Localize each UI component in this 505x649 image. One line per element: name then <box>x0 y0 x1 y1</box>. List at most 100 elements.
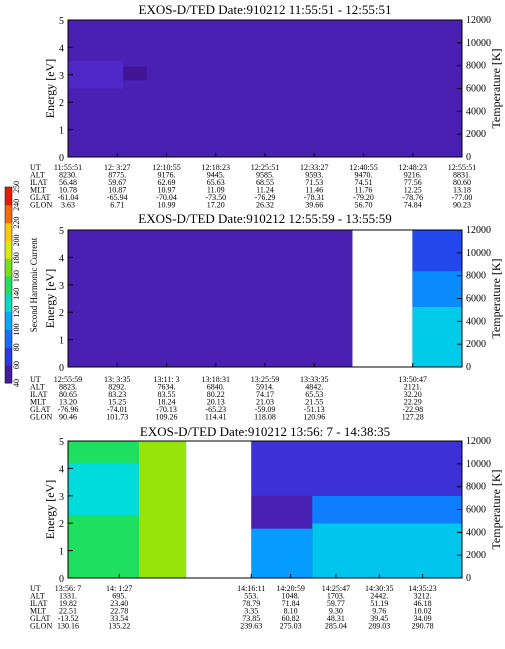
orbit-value: 10.02 <box>414 607 432 616</box>
orbit-row-label: MLT <box>30 186 46 195</box>
y2-axis-label: Temperature [K] <box>489 258 503 338</box>
colorbar-segment <box>5 187 12 206</box>
orbit-value: 74.84 <box>404 201 422 210</box>
y-tick-label: 3 <box>59 71 64 82</box>
orbit-value: -22.98 <box>402 405 423 414</box>
y2-tick-label: 6000 <box>466 84 486 95</box>
orbit-value: 12:55:51 <box>448 163 476 172</box>
orbit-value: 13.20 <box>59 398 77 407</box>
orbit-value: 90.23 <box>453 201 471 210</box>
orbit-value: 15.25 <box>108 398 126 407</box>
orbit-value: 101.73 <box>106 413 128 422</box>
orbit-value: 10.99 <box>158 201 176 210</box>
y-tick-label: 1 <box>59 336 64 347</box>
y2-tick-label: 8000 <box>466 271 486 282</box>
colorbar-tick-label: 240 <box>12 199 21 211</box>
orbit-value: 3.35 <box>244 607 258 616</box>
orbit-value: -78.31 <box>304 193 325 202</box>
colorbar-tick-label: 120 <box>12 306 21 318</box>
orbit-value: 74.17 <box>256 390 274 399</box>
orbit-value: 5914. <box>256 383 274 392</box>
orbit-value: 80.60 <box>453 178 471 187</box>
orbit-value: 12:48:23 <box>399 163 427 172</box>
orbit-value: 23.40 <box>110 599 128 608</box>
orbit-value: 21.03 <box>256 398 274 407</box>
colorbar-tick-label: 200 <box>12 234 21 246</box>
y2-tick-label: 4000 <box>466 527 486 538</box>
orbit-value: 13.18 <box>453 186 471 195</box>
y2-axis-label: Temperature [K] <box>489 48 503 128</box>
orbit-row-label: MLT <box>30 607 46 616</box>
orbit-value: 3.63 <box>61 201 75 210</box>
orbit-row-label: ALT <box>30 592 45 601</box>
orbit-value: 8775. <box>108 171 126 180</box>
orbit-row-label: UT <box>30 584 41 593</box>
y2-axis-label: Temperature [K] <box>489 469 503 549</box>
orbit-value: 1703. <box>327 592 345 601</box>
orbit-value: 4842. <box>305 383 323 392</box>
orbit-value: 1331. <box>59 592 77 601</box>
orbit-row-label: MLT <box>30 398 46 407</box>
orbit-row-label: GLAT <box>30 193 51 202</box>
colorbar-segment <box>5 240 12 259</box>
y-tick-label: 5 <box>59 16 64 27</box>
orbit-value: 10.97 <box>158 186 176 195</box>
orbit-value: 8292. <box>108 383 126 392</box>
orbit-value: 9585. <box>256 171 274 180</box>
orbit-value: 1048. <box>282 592 300 601</box>
orbit-row-label: ALT <box>30 383 45 392</box>
orbit-value: 8230. <box>59 171 77 180</box>
orbit-value: 14: 1:27 <box>106 584 132 593</box>
orbit-value: 12:18:23 <box>202 163 230 172</box>
colorbar-tick-label: 40 <box>12 379 21 387</box>
orbit-value: 695. <box>112 592 126 601</box>
y-tick-label: 4 <box>59 464 64 475</box>
colorbar-label: Second Harmonic Current <box>29 237 39 332</box>
y2-tick-label: 8000 <box>466 482 486 493</box>
orbit-value: 10.78 <box>59 186 77 195</box>
orbit-row-label: ILAT <box>30 178 47 187</box>
spectrogram-region <box>412 230 462 272</box>
orbit-value: -13.52 <box>58 614 79 623</box>
y-tick-label: 5 <box>59 437 64 448</box>
panel-1: EXOS-D/TED Date:910212 11:55:51 - 12:55:… <box>30 2 503 210</box>
colorbar-segment <box>5 347 12 366</box>
y-tick-label: 0 <box>59 574 64 585</box>
spectrogram-region <box>312 495 462 524</box>
orbit-value: 62.69 <box>158 178 176 187</box>
orbit-value: 127.28 <box>402 413 424 422</box>
orbit-value: 553. <box>244 592 258 601</box>
orbit-value: 7634. <box>158 383 176 392</box>
orbit-value: 26.32 <box>256 201 274 210</box>
y-axis-label: Energy [eV] <box>43 59 57 118</box>
colorbar-segment <box>5 311 12 331</box>
orbit-value: 290.78 <box>412 622 434 631</box>
orbit-value: -78.76 <box>402 193 423 202</box>
orbit-value: 17.20 <box>207 201 225 210</box>
orbit-value: 8.10 <box>284 607 298 616</box>
colorbar-tick-label: 100 <box>12 324 21 336</box>
orbit-value: -76.96 <box>58 405 79 414</box>
orbit-value: -73.50 <box>205 193 226 202</box>
y-tick-label: 3 <box>59 492 64 503</box>
orbit-value: -51.13 <box>304 405 325 414</box>
orbit-value: 14:25:47 <box>322 584 350 593</box>
orbit-value: -65.23 <box>205 405 226 414</box>
orbit-row-label: GLON <box>30 413 52 422</box>
orbit-value: -70.13 <box>156 405 177 414</box>
orbit-value: 34.09 <box>414 614 432 623</box>
orbit-value: 13:50:47 <box>399 375 427 384</box>
orbit-value: 11.09 <box>207 186 225 195</box>
orbit-value: 13:56: 7 <box>55 584 81 593</box>
orbit-value: 114.41 <box>205 413 227 422</box>
orbit-value: 80.22 <box>207 390 225 399</box>
spectrogram-background <box>68 20 462 157</box>
orbit-value: 90.46 <box>59 413 77 422</box>
orbit-value: 68.55 <box>256 178 274 187</box>
y-tick-label: 4 <box>59 43 64 54</box>
orbit-value: 9176. <box>158 171 176 180</box>
y2-tick-label: 10000 <box>466 459 491 470</box>
orbit-value: 10.87 <box>108 186 126 195</box>
y2-tick-label: 12000 <box>466 225 491 236</box>
